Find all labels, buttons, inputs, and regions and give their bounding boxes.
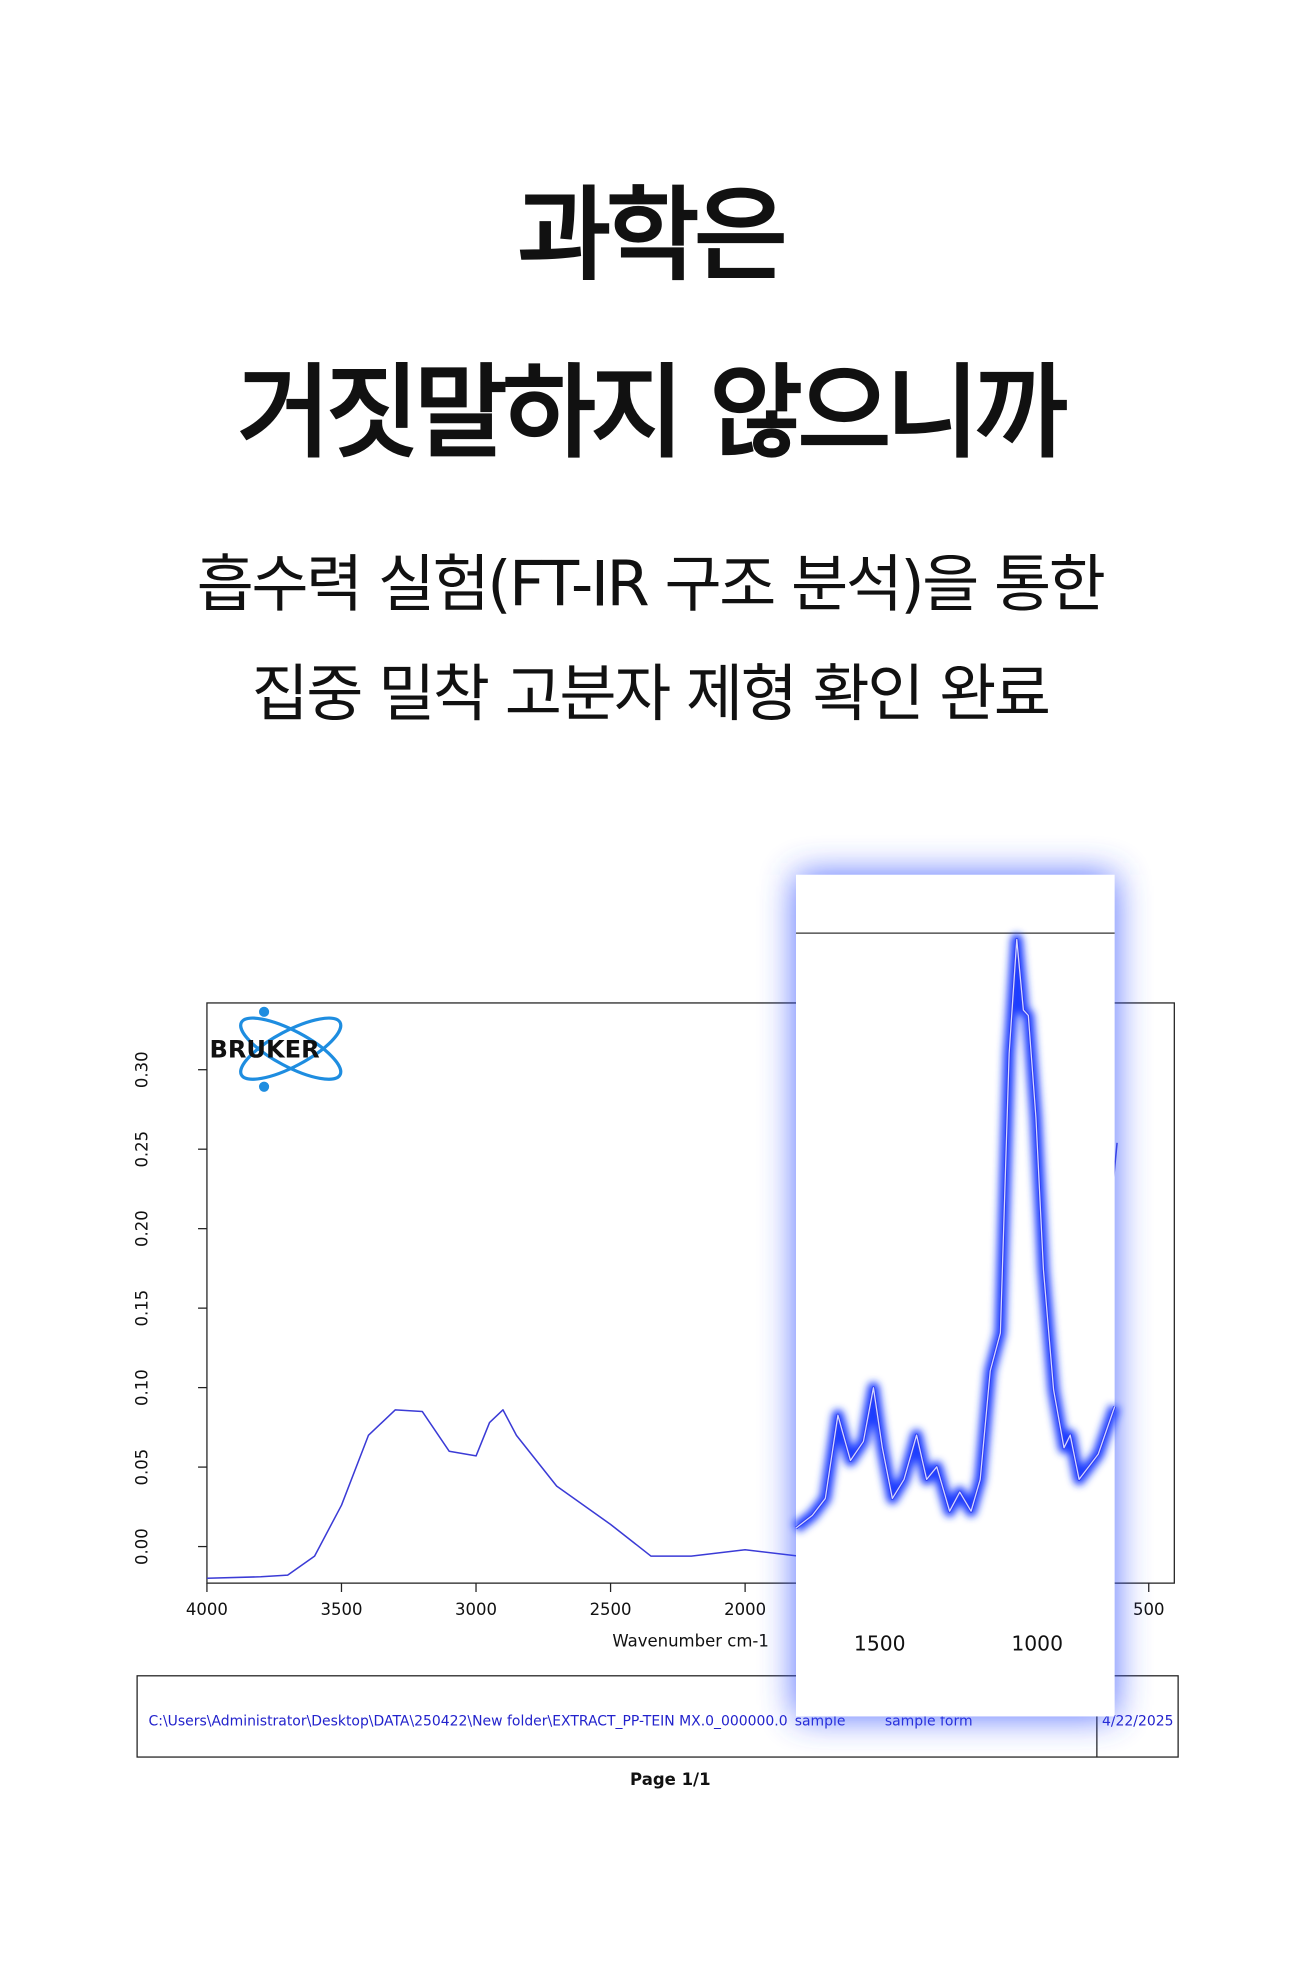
- inset-panel: [795, 874, 1115, 1717]
- headline: 과학은: [517, 176, 784, 294]
- x-axis-label: Wavenumber cm-1: [612, 1632, 769, 1651]
- plot-frame: [206, 1002, 1175, 1584]
- x-tick-label: 1000: [1011, 1631, 1063, 1655]
- x-tick-label: 2000: [724, 1600, 766, 1619]
- logo: BRUKER: [209, 1006, 343, 1092]
- x-tick-label: 4000: [186, 1600, 228, 1619]
- x-tick-label: 3000: [455, 1600, 497, 1619]
- sample: sample: [795, 1713, 846, 1729]
- line-highlight: [795, 938, 1116, 1529]
- y-tick-label: 0.25: [132, 1131, 151, 1168]
- x-tick-label: 2500: [590, 1600, 632, 1619]
- y-tick-label: 0.20: [132, 1210, 151, 1247]
- main-chart: 4000 3500 3000 2500 2000 500 0.00 0.05 0.10 0.15 0…: [132, 1051, 1164, 1619]
- inset-chart: 1500 1000: [792, 933, 1121, 1655]
- x-tick-label: 3500: [320, 1600, 362, 1619]
- headline: 거짓말하지 않으니까: [237, 354, 1067, 472]
- subtitle: 집중 밀착 고분자 제형 확인 완료: [252, 657, 1049, 730]
- logo-text: BRUKER: [209, 1036, 320, 1064]
- y-tick-label: 0.15: [132, 1290, 151, 1327]
- page-number: Page 1/1: [630, 1770, 711, 1789]
- y-tick-label: 0.05: [132, 1449, 151, 1486]
- x-tick-label: 500: [1133, 1600, 1165, 1619]
- date: 4/22/2025: [1102, 1713, 1174, 1729]
- file-path: C:\Users\Administrator\Desktop\DATA\2504…: [149, 1713, 788, 1729]
- sample-form: sample form: [885, 1713, 973, 1729]
- subtitle: 흡수력 실험(FT-IR 구조 분석)을 통한: [197, 548, 1105, 621]
- footer-box: [136, 1675, 1179, 1758]
- x-tick-label: 1500: [854, 1631, 906, 1655]
- y-tick-label: 0.30: [132, 1051, 151, 1088]
- y-tick-label: 0.10: [132, 1369, 151, 1406]
- y-tick-label: 0.00: [132, 1528, 151, 1565]
